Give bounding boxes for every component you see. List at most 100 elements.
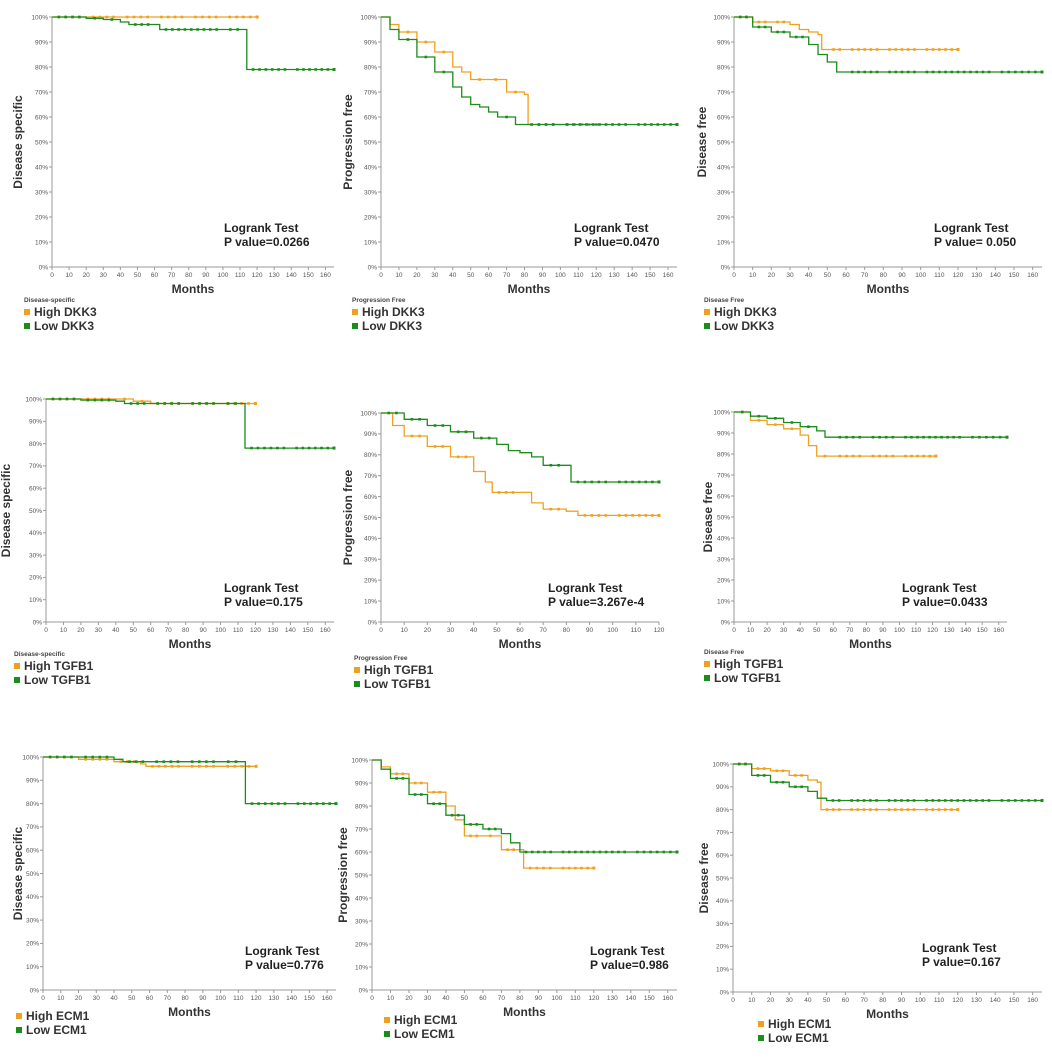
censor-mark (177, 28, 180, 31)
censor-mark (112, 15, 115, 19)
x-tick-label: 50 (461, 995, 469, 1002)
censor-mark (198, 402, 201, 405)
censor-mark (950, 808, 953, 811)
y-tick-label: 40% (364, 164, 377, 171)
y-tick-label: 10% (29, 597, 42, 604)
censor-mark (598, 850, 602, 854)
x-tick-label: 150 (1009, 272, 1020, 279)
x-tick-label: 40 (117, 272, 125, 279)
legend-swatch-low (758, 1035, 764, 1041)
x-tick-label: 100 (915, 997, 926, 1004)
censor-mark (971, 435, 974, 439)
censor-mark (257, 802, 260, 805)
y-tick-label: 90% (364, 431, 377, 438)
censor-mark (904, 435, 907, 439)
censor-mark (1007, 70, 1010, 74)
censor-mark (205, 402, 208, 405)
censor-mark (406, 38, 410, 41)
x-tick-label: 40 (470, 627, 478, 634)
x-tick-label: 0 (44, 627, 48, 634)
y-tick-label: 80% (26, 801, 39, 808)
censor-mark (63, 755, 66, 759)
censor-mark (938, 48, 941, 51)
censor-mark (201, 15, 204, 19)
censor-mark (129, 402, 133, 405)
censor-mark (938, 70, 941, 74)
y-tick-label: 90% (717, 430, 730, 437)
censor-mark (183, 28, 187, 31)
legend-swatch-high (384, 1017, 390, 1023)
censor-mark (978, 435, 981, 439)
x-tick-label: 80 (879, 997, 887, 1004)
y-axis-label: Disease free (701, 481, 715, 552)
censor-mark (916, 454, 919, 458)
censor-mark (952, 435, 955, 439)
censor-mark (214, 15, 218, 19)
y-tick-label: 10% (35, 239, 48, 246)
y-tick-label: 60% (26, 848, 39, 855)
censor-mark (832, 48, 835, 51)
censor-mark (906, 48, 910, 51)
x-tick-label: 70 (846, 627, 854, 634)
x-tick-label: 60 (485, 272, 493, 279)
censor-mark (944, 48, 947, 51)
censor-mark (326, 68, 330, 71)
x-tick-label: 140 (286, 995, 297, 1002)
censor-mark (487, 827, 491, 831)
censor-mark (624, 123, 627, 126)
x-tick-label: 0 (50, 272, 54, 279)
censor-mark (604, 850, 608, 854)
y-tick-label: 50% (35, 139, 48, 146)
censor-mark (916, 435, 919, 439)
censor-mark (410, 434, 414, 438)
censor-mark (763, 25, 767, 29)
censor-mark (869, 808, 872, 811)
censor-mark (894, 808, 897, 811)
censor-mark (578, 123, 582, 126)
censor-mark (650, 123, 653, 126)
x-tick-label: 100 (555, 272, 566, 279)
censor-mark (887, 799, 891, 802)
legend-label: High TGFB1 (714, 657, 784, 671)
x-tick-label: 10 (65, 272, 73, 279)
x-tick-label: 160 (663, 272, 674, 279)
censor-mark (469, 823, 472, 826)
censor-mark (894, 48, 898, 51)
y-tick-label: 10% (355, 964, 368, 971)
censor-mark (413, 793, 417, 796)
censor-mark (884, 435, 888, 439)
censor-mark (464, 430, 468, 434)
censor-mark (78, 15, 81, 19)
censor-mark (169, 760, 173, 763)
censor-mark (825, 808, 829, 811)
y-axis-label: Progression free (336, 827, 350, 923)
censor-mark (57, 15, 61, 19)
censor-mark (617, 123, 621, 126)
censor-mark (850, 799, 853, 802)
censor-mark (631, 514, 634, 517)
legend-label: Low ECM1 (26, 1023, 87, 1037)
x-tick-label: 110 (570, 995, 581, 1002)
censor-mark (177, 765, 180, 768)
censor-mark (524, 850, 528, 854)
survival-curve-low (43, 756, 336, 805)
km-panel-progression-free-ecm1: 0% 10% 20% 30% 40% 50% 60% 70% 80% 90% 100% 0 10 20 30… (336, 757, 679, 1041)
censor-mark (162, 760, 166, 763)
x-tick-label: 50 (493, 627, 501, 634)
censor-mark (1027, 70, 1030, 74)
censor-mark (891, 454, 895, 458)
censor-mark (738, 15, 742, 19)
censor-mark (263, 802, 267, 805)
censor-mark (197, 760, 201, 763)
censor-mark (194, 15, 197, 19)
censor-mark (850, 808, 853, 811)
censor-mark (166, 15, 170, 19)
censor-mark (987, 799, 991, 802)
legend-swatch-low (16, 1027, 22, 1033)
censor-mark (233, 765, 237, 768)
censor-mark (565, 123, 569, 126)
censor-mark (781, 769, 785, 773)
censor-mark (790, 427, 794, 431)
censor-mark (250, 802, 254, 805)
censor-mark (438, 790, 442, 794)
